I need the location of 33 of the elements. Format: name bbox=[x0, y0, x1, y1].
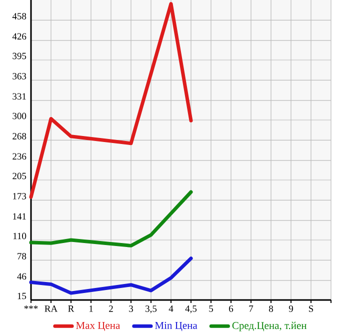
y-tick-label: 110 bbox=[13, 232, 26, 240]
x-tick-label: 4,5 bbox=[185, 306, 197, 314]
x-tick-label: *** bbox=[24, 306, 38, 310]
y-tick-label: 236 bbox=[12, 153, 26, 160]
y-tick-label: 458 bbox=[12, 13, 26, 20]
x-tick-label: 8 bbox=[268, 306, 274, 312]
y-tick-label: 173 bbox=[13, 193, 26, 200]
x-tick-label: 4 bbox=[168, 306, 174, 312]
y-tick-label: 426 bbox=[12, 33, 26, 40]
legend-label: Min Цена bbox=[155, 322, 198, 332]
y-tick-label: 78 bbox=[18, 253, 26, 260]
x-tick-label: 3,5 bbox=[146, 306, 157, 314]
y-tick-label: 363 bbox=[12, 73, 26, 80]
x-tick-label: 5 bbox=[209, 306, 214, 312]
x-tick-label: R bbox=[68, 306, 74, 312]
x-tick-label: 7 bbox=[249, 306, 254, 312]
y-tick-label: 46 bbox=[17, 273, 26, 280]
y-tick-label: 141 bbox=[13, 213, 26, 220]
x-tick-label: RA bbox=[44, 306, 58, 312]
y-tick-label: 205 bbox=[12, 172, 26, 180]
y-tick-label: 395 bbox=[12, 52, 26, 60]
x-tick-label: S bbox=[309, 306, 314, 312]
y-tick-label: 15 bbox=[18, 292, 26, 300]
x-tick-label: 2 bbox=[109, 306, 113, 312]
x-tick-label: 9 bbox=[288, 306, 293, 312]
legend-label: Сред.Цена, т.йен bbox=[232, 322, 307, 332]
x-tick-label: 6 bbox=[229, 306, 234, 312]
y-tick-label: 331 bbox=[12, 93, 26, 100]
y-tick-label: 300 bbox=[12, 112, 26, 120]
y-tick-label: 268 bbox=[12, 133, 26, 140]
legend-label: Max Цена bbox=[76, 322, 120, 332]
x-tick-label: 3 bbox=[129, 306, 134, 312]
x-tick-label: 1 bbox=[89, 306, 93, 312]
